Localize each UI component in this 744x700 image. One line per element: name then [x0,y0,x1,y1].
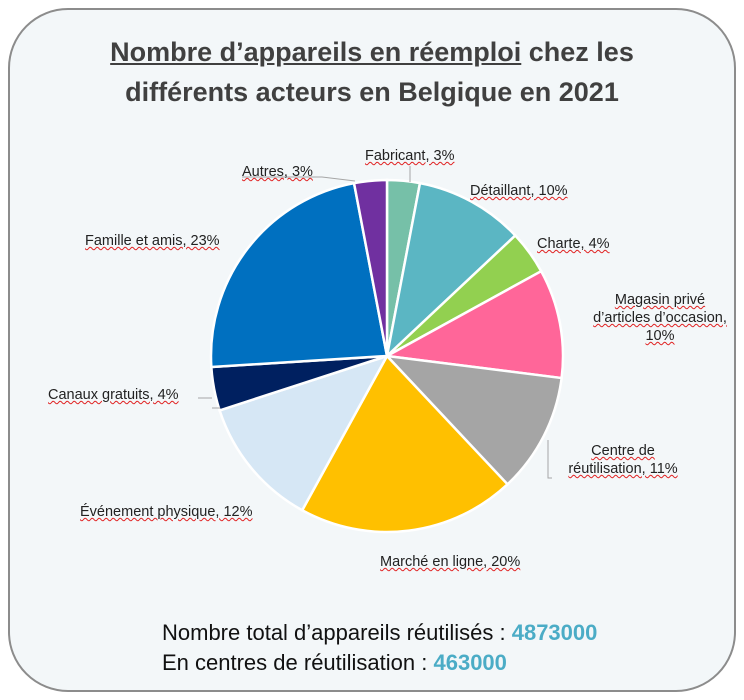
summary-centres: En centres de réutilisation : 463000 [162,648,597,678]
leader-line [242,176,356,182]
data-label: Magasin privé d’articles d’occasion, 10% [593,292,727,344]
data-label: Canaux gratuits, 4% [48,387,179,403]
total-value: 4873000 [511,620,598,645]
data-label: Centre de réutilisation, 11% [568,443,678,477]
title-underlined: Nombre d’appareils en réemploi [110,37,522,67]
leader-line [547,440,552,479]
pie-slice-famille-et-amis [209,181,389,369]
pie-slice-autres [352,178,389,357]
total-label: Nombre total d’appareils réutilisés : [162,620,512,645]
pie-slice-detaillant [385,181,518,360]
pie-slice-centre-de-reutilisation [383,354,564,487]
data-label: Fabricant, 3% [365,148,455,164]
title-line2: différents acteurs en Belgique en 2021 [125,77,619,107]
data-label: Événement physique, 12% [80,504,253,520]
pie-slice-magasin-prive-d-articles-d-occasion [383,269,565,380]
chart-title: Nombre d’appareils en réemploi chez les … [0,32,744,112]
title-rest: chez les [521,37,634,67]
data-label: Famille et amis, 23% [85,233,220,249]
summary: Nombre total d’appareils réutilisés : 48… [162,618,597,678]
pie-slice-marche-en-ligne [300,353,510,534]
centres-label: En centres de réutilisation : [162,650,434,675]
data-label: Autres, 3% [242,164,313,180]
pie-slice-evenement-physique [218,353,390,512]
centres-value: 463000 [433,650,507,675]
summary-total: Nombre total d’appareils réutilisés : 48… [162,618,597,648]
data-label: Détaillant, 10% [470,183,568,199]
data-label: Charte, 4% [537,236,610,252]
data-label: Marché en ligne, 20% [380,554,521,570]
